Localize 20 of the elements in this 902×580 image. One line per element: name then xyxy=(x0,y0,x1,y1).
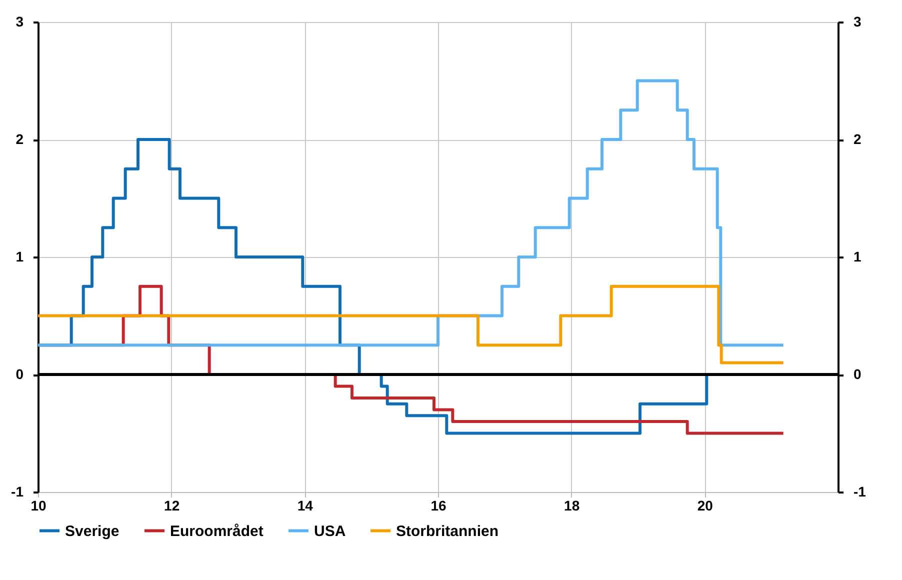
y-tick-label: -1 xyxy=(11,484,24,500)
x-tick-label: 10 xyxy=(30,498,46,514)
x-tick-label: 18 xyxy=(564,498,580,514)
legend-label: Storbritannien xyxy=(396,522,499,540)
y-tick-label: 3 xyxy=(16,14,24,30)
y-tick-label: 1 xyxy=(16,248,24,264)
y2-tick-label: 1 xyxy=(854,248,862,264)
legend-label: USA xyxy=(314,522,346,540)
x-tick-label: 16 xyxy=(430,498,446,514)
x-tick-label: 14 xyxy=(297,498,314,514)
y2-tick-label: 0 xyxy=(854,366,862,382)
y2-tick-label: -1 xyxy=(854,484,866,500)
y-tick-label: 0 xyxy=(16,366,24,382)
y-tick-label: 2 xyxy=(16,131,24,147)
y2-tick-label: 2 xyxy=(854,131,862,147)
x-tick-label: 20 xyxy=(697,498,714,514)
y2-tick-label: 3 xyxy=(854,14,862,30)
x-tick-label: 12 xyxy=(164,498,180,514)
legend-label: Euroområdet xyxy=(170,522,264,540)
legend-label: Sverige xyxy=(65,522,120,540)
